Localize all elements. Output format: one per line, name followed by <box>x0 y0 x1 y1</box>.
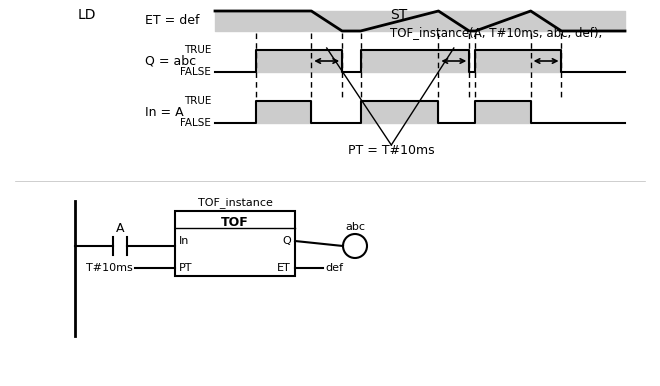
Text: Q = abc: Q = abc <box>145 54 196 68</box>
Text: FALSE: FALSE <box>180 67 211 77</box>
Text: abc: abc <box>345 222 365 232</box>
Text: TOF: TOF <box>221 216 249 229</box>
Text: TOF_instance(A, T#10ms, abc, def);: TOF_instance(A, T#10ms, abc, def); <box>390 26 603 39</box>
Text: T#10ms: T#10ms <box>86 263 133 273</box>
Text: A: A <box>115 222 124 235</box>
Text: LD: LD <box>78 8 96 22</box>
Text: TRUE: TRUE <box>183 45 211 55</box>
Text: PT = T#10ms: PT = T#10ms <box>348 144 435 157</box>
Text: In: In <box>179 236 189 246</box>
Text: ET = def: ET = def <box>145 15 199 27</box>
Text: TRUE: TRUE <box>183 96 211 106</box>
Text: Q: Q <box>282 236 291 246</box>
Text: ET: ET <box>277 263 291 273</box>
Text: PT: PT <box>179 263 193 273</box>
Bar <box>175 211 295 276</box>
Text: TOF_instance: TOF_instance <box>197 197 273 208</box>
Text: ST: ST <box>390 8 407 22</box>
Text: def: def <box>325 263 343 273</box>
Text: In = A: In = A <box>145 105 183 119</box>
Text: FALSE: FALSE <box>180 118 211 128</box>
